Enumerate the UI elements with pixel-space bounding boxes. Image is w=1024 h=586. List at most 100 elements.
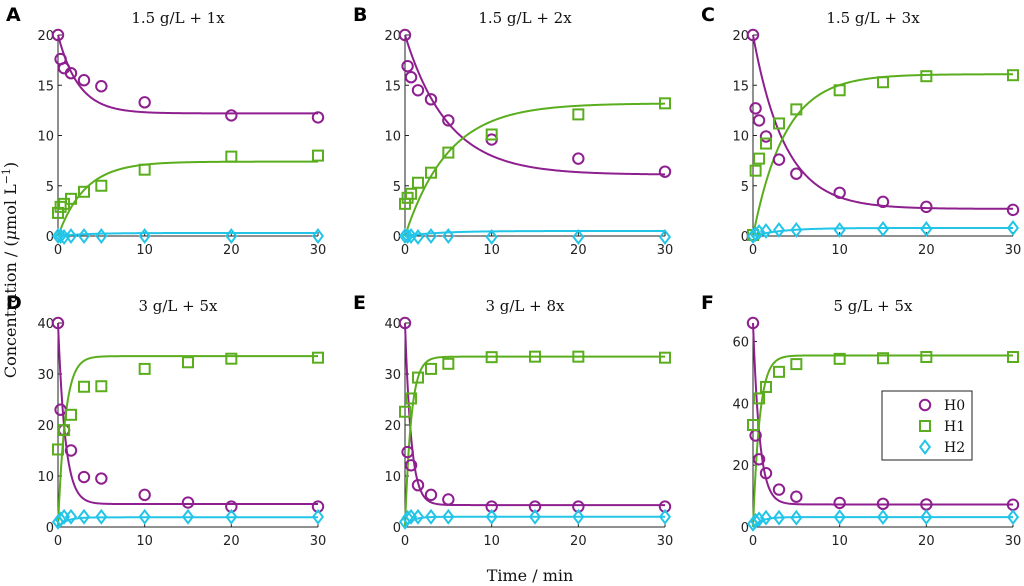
x-tick-label: 0: [54, 243, 62, 258]
panel-b: B 1.5 g/L + 2x 0 10 20 30 0 5 10 15 20: [353, 4, 673, 258]
data-point-h1: [65, 192, 77, 205]
data-point-h1: [65, 408, 77, 421]
data-point-h2: [411, 508, 425, 525]
data-point-h0: [138, 96, 151, 109]
data-point-h0: [64, 444, 78, 457]
data-point-h0: [411, 84, 425, 97]
panel-title: 1.5 g/L + 3x: [826, 9, 920, 27]
y-tick-label: 40: [384, 317, 401, 332]
data-point-h1: [412, 371, 424, 384]
data-point-h0: [749, 102, 762, 115]
data-point-h2: [528, 508, 542, 525]
y-tick-label: 10: [384, 470, 401, 485]
data-point-h0: [1006, 203, 1020, 217]
data-point-h2: [311, 508, 325, 525]
data-point-h0: [752, 453, 766, 466]
y-tick-label: 60: [732, 336, 749, 351]
data-point-h0: [401, 445, 414, 459]
data-point-h1: [225, 150, 238, 163]
fit-curve-h2: [752, 516, 1013, 528]
y-tick-label: 20: [37, 29, 54, 44]
data-point-h1: [58, 424, 71, 437]
data-point-h2: [77, 508, 91, 525]
data-point-h2: [424, 228, 438, 244]
data-point-h1: [182, 356, 194, 369]
x-tick-label: 20: [570, 534, 587, 549]
y-tick-label: 30: [37, 368, 54, 383]
panel-title: 3 g/L + 8x: [485, 297, 565, 315]
data-point-h2: [64, 508, 78, 525]
panel-d: D 3 g/L + 5x 0 10 20 30 0 10 20 30 40: [6, 292, 326, 549]
data-point-h1: [760, 380, 772, 393]
data-point-h2: [772, 222, 786, 238]
fit-curve-h2: [57, 231, 318, 237]
data-point-h2: [442, 508, 455, 525]
data-point-h0: [404, 71, 418, 84]
data-point-h1: [312, 149, 324, 162]
data-point-h0: [442, 114, 455, 127]
data-point-h0: [401, 59, 414, 73]
data-point-h2: [876, 509, 890, 526]
data-point-h1: [78, 185, 90, 198]
fit-curve-h0: [752, 34, 1013, 210]
data-point-h2: [833, 222, 846, 238]
data-point-h0: [752, 114, 766, 127]
y-axis-label-main: Concentration / (: [1, 240, 20, 378]
data-point-h2: [572, 508, 585, 525]
data-point-h1: [773, 365, 785, 378]
fit-curve-h1: [57, 355, 318, 528]
data-point-h2: [658, 508, 672, 525]
data-point-h1: [485, 351, 498, 364]
fit-curve-h0: [57, 34, 318, 115]
data-point-h1: [659, 97, 671, 110]
fit-curve-h1: [404, 355, 665, 528]
fit-curve-h1: [57, 160, 318, 237]
data-point-h2: [225, 228, 238, 244]
data-point-h1: [753, 152, 766, 165]
data-point-h1: [405, 392, 418, 405]
x-tick-label: 0: [749, 243, 757, 258]
fit-curve-h2: [404, 515, 665, 528]
data-point-h0: [876, 497, 890, 511]
data-point-h2: [138, 228, 151, 244]
data-point-h1: [138, 362, 151, 375]
data-point-h1: [773, 117, 785, 130]
y-tick-label: 15: [37, 79, 54, 94]
y-tick-label: 0: [741, 521, 749, 536]
data-point-h1: [920, 351, 933, 363]
data-point-h1: [920, 70, 933, 83]
data-point-h0: [876, 195, 890, 209]
data-point-h1: [138, 163, 151, 176]
legend-marker-h1: [919, 420, 931, 432]
data-point-h2: [485, 508, 498, 525]
data-point-h0: [572, 152, 585, 165]
y-tick-label: 20: [37, 419, 54, 434]
x-axis-label: Time / min: [487, 566, 574, 585]
data-point-h2: [95, 228, 108, 244]
data-point-h2: [411, 229, 425, 245]
legend-label: H1: [944, 419, 965, 435]
data-point-h0: [746, 28, 760, 42]
data-point-h2: [920, 221, 933, 237]
x-tick-label: 10: [831, 243, 848, 258]
data-point-h0: [833, 496, 846, 510]
data-point-h0: [311, 111, 325, 124]
data-point-h2: [405, 228, 418, 244]
data-point-h2: [485, 229, 498, 245]
data-point-h1: [52, 206, 64, 219]
legend-item-h2: H2: [918, 439, 965, 456]
data-point-h1: [877, 76, 889, 89]
panel-label: D: [6, 292, 22, 314]
y-axis-label-unit: mol L: [1, 184, 20, 230]
data-point-h2: [749, 512, 762, 529]
y-tick-label: 40: [732, 397, 749, 412]
data-point-h2: [790, 222, 803, 238]
data-point-h2: [54, 511, 67, 528]
data-point-h0: [790, 167, 803, 180]
x-tick-label: 30: [657, 534, 674, 549]
data-point-h1: [425, 362, 437, 375]
panel-title: 5 g/L + 5x: [833, 297, 913, 315]
data-point-h2: [658, 229, 672, 245]
data-point-h2: [138, 508, 151, 525]
data-point-h1: [485, 128, 498, 141]
